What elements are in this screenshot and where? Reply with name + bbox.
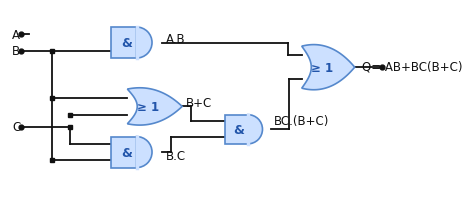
Text: A.B: A.B	[166, 33, 185, 46]
Polygon shape	[225, 115, 248, 144]
Text: ≥ 1: ≥ 1	[137, 100, 159, 113]
Polygon shape	[128, 88, 182, 125]
Text: B: B	[12, 45, 20, 58]
Polygon shape	[302, 45, 355, 90]
Text: &: &	[121, 37, 132, 50]
Text: &: &	[233, 123, 244, 136]
Text: ≥ 1: ≥ 1	[310, 61, 333, 74]
Text: A: A	[12, 29, 20, 42]
Polygon shape	[111, 137, 137, 168]
Text: B+C: B+C	[186, 97, 212, 110]
Text: &: &	[121, 146, 132, 159]
Text: B.C: B.C	[166, 150, 186, 163]
Text: BC.(B+C): BC.(B+C)	[274, 115, 330, 128]
Polygon shape	[111, 28, 137, 59]
Text: C: C	[12, 120, 20, 133]
Text: Q= AB+BC(B+C): Q= AB+BC(B+C)	[362, 60, 463, 73]
Wedge shape	[248, 115, 263, 144]
Wedge shape	[137, 137, 152, 168]
Wedge shape	[137, 28, 152, 59]
